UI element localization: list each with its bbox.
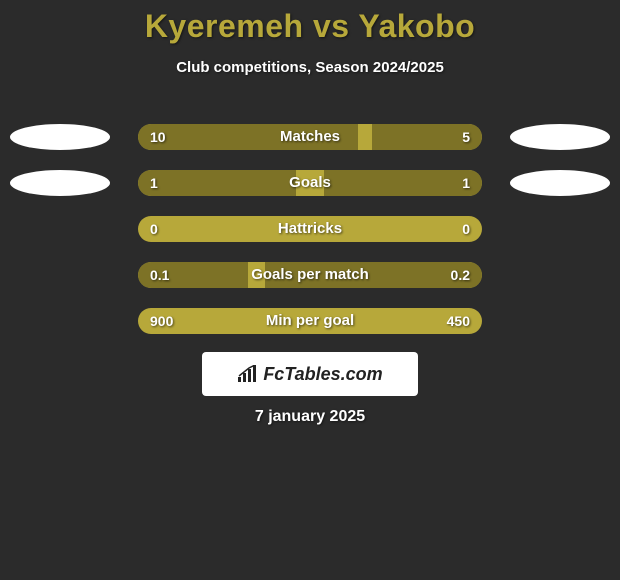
player-right-ellipse [510, 124, 610, 150]
stat-value-right: 1 [462, 170, 470, 196]
stat-bar: 0.1 Goals per match 0.2 [138, 262, 482, 288]
stat-row: 900 Min per goal 450 [0, 308, 620, 334]
page-subtitle: Club competitions, Season 2024/2025 [0, 59, 620, 76]
stat-bar: 10 Matches 5 [138, 124, 482, 150]
stat-label: Goals per match [138, 262, 482, 288]
stat-label: Matches [138, 124, 482, 150]
logo: FcTables.com [237, 364, 382, 385]
page-title: Kyeremeh vs Yakobo [0, 0, 620, 45]
stat-value-right: 5 [462, 124, 470, 150]
chart-icon [237, 365, 259, 383]
stat-row: 0.1 Goals per match 0.2 [0, 262, 620, 288]
stat-row: 1 Goals 1 [0, 170, 620, 196]
player-left-ellipse [10, 170, 110, 196]
stat-label: Hattricks [138, 216, 482, 242]
stat-bar: 900 Min per goal 450 [138, 308, 482, 334]
stat-label: Goals [138, 170, 482, 196]
comparison-rows: 10 Matches 5 1 Goals 1 0 Hattr [0, 124, 620, 354]
player-left-ellipse [10, 124, 110, 150]
date-text: 7 january 2025 [0, 408, 620, 426]
stat-value-right: 0 [462, 216, 470, 242]
stat-row: 0 Hattricks 0 [0, 216, 620, 242]
logo-text: FcTables.com [263, 364, 382, 385]
stat-value-right: 450 [447, 308, 470, 334]
stat-bar: 0 Hattricks 0 [138, 216, 482, 242]
stat-value-right: 0.2 [451, 262, 470, 288]
stat-label: Min per goal [138, 308, 482, 334]
logo-box: FcTables.com [202, 352, 418, 396]
stat-bar: 1 Goals 1 [138, 170, 482, 196]
player-right-ellipse [510, 170, 610, 196]
infographic-container: Kyeremeh vs Yakobo Club competitions, Se… [0, 0, 620, 580]
stat-row: 10 Matches 5 [0, 124, 620, 150]
